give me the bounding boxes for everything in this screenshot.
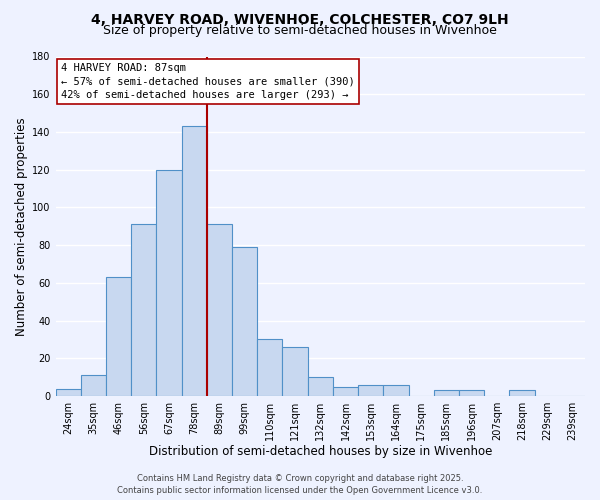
Text: 4 HARVEY ROAD: 87sqm
← 57% of semi-detached houses are smaller (390)
42% of semi: 4 HARVEY ROAD: 87sqm ← 57% of semi-detac…: [61, 64, 355, 100]
Bar: [383, 385, 409, 396]
Text: Size of property relative to semi-detached houses in Wivenhoe: Size of property relative to semi-detach…: [103, 24, 497, 37]
Bar: [157, 170, 182, 396]
Bar: [333, 386, 358, 396]
Text: 4, HARVEY ROAD, WIVENHOE, COLCHESTER, CO7 9LH: 4, HARVEY ROAD, WIVENHOE, COLCHESTER, CO…: [91, 12, 509, 26]
Bar: [434, 390, 459, 396]
Bar: [207, 224, 232, 396]
Bar: [283, 347, 308, 396]
Bar: [131, 224, 157, 396]
Bar: [358, 385, 383, 396]
Text: Contains HM Land Registry data © Crown copyright and database right 2025.
Contai: Contains HM Land Registry data © Crown c…: [118, 474, 482, 495]
Bar: [509, 390, 535, 396]
Bar: [56, 388, 81, 396]
Bar: [106, 277, 131, 396]
Bar: [257, 340, 283, 396]
Y-axis label: Number of semi-detached properties: Number of semi-detached properties: [15, 117, 28, 336]
Bar: [232, 247, 257, 396]
Bar: [459, 390, 484, 396]
Bar: [308, 377, 333, 396]
Bar: [81, 376, 106, 396]
X-axis label: Distribution of semi-detached houses by size in Wivenhoe: Distribution of semi-detached houses by …: [149, 444, 492, 458]
Bar: [182, 126, 207, 396]
